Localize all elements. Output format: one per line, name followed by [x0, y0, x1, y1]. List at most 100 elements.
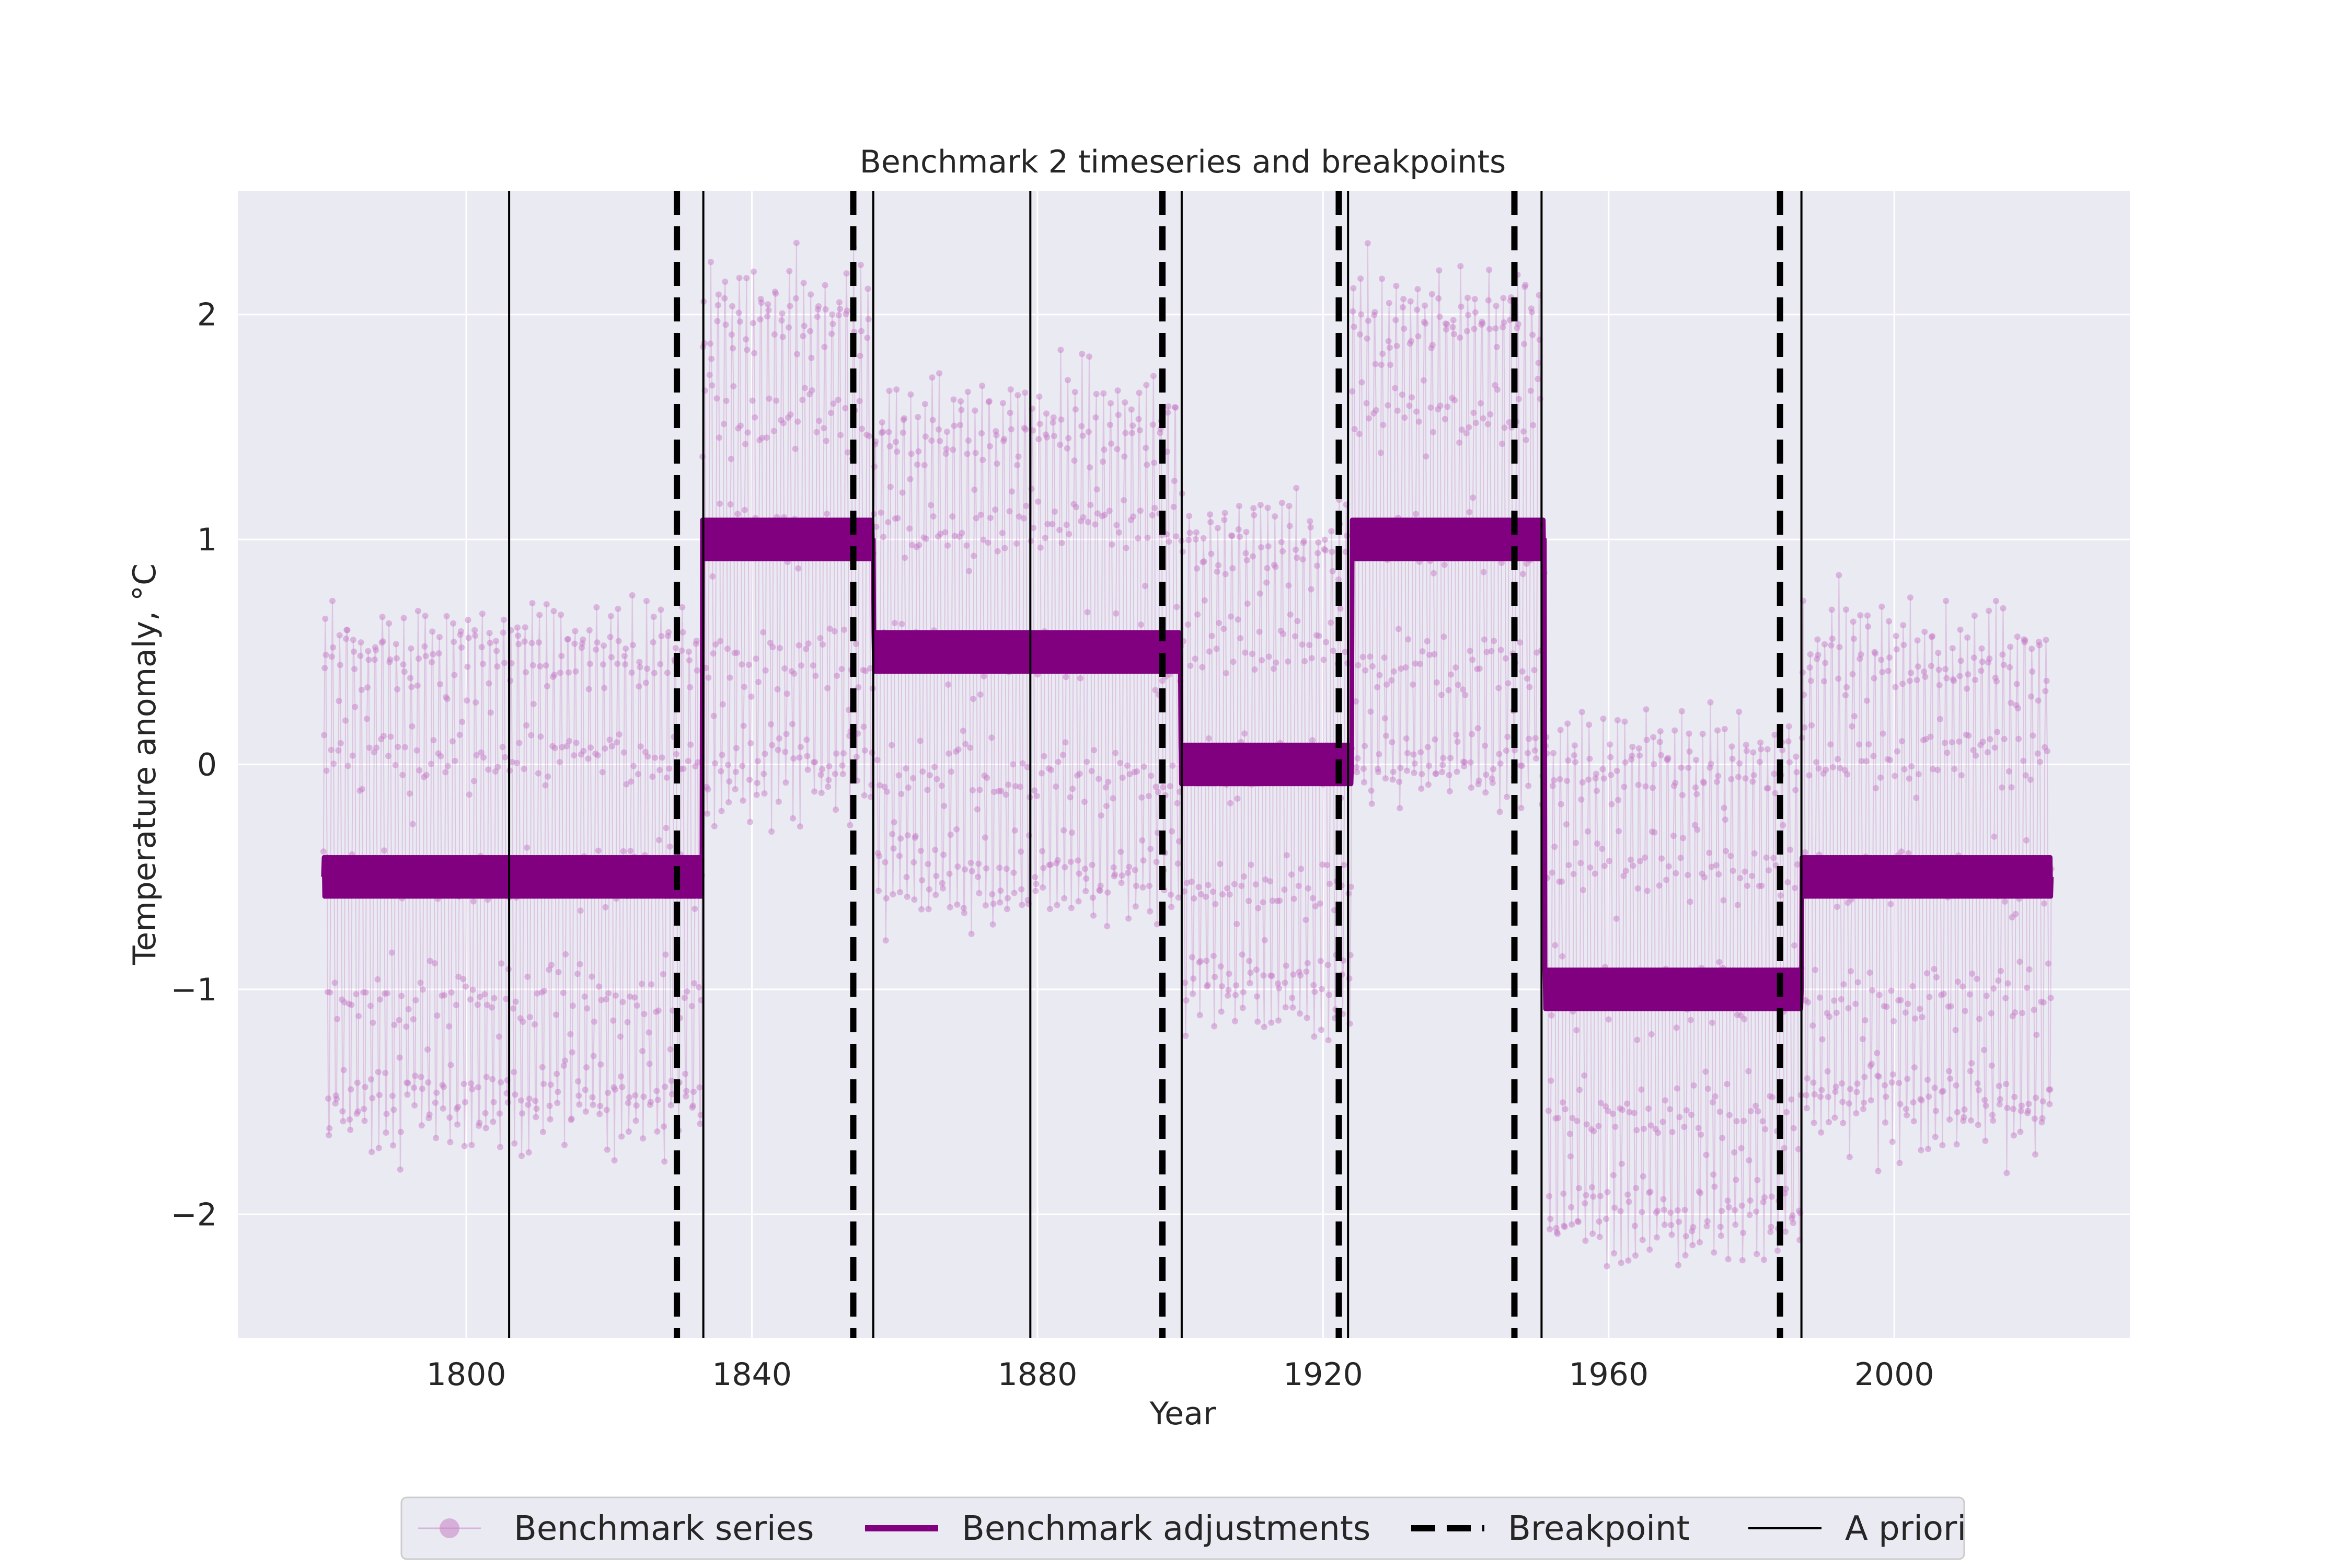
series-point [1440, 633, 1447, 640]
series-point [809, 387, 815, 394]
series-point [1092, 521, 1099, 528]
series-point [1896, 1080, 1903, 1086]
series-point [1526, 735, 1532, 742]
series-point [444, 696, 451, 702]
series-point [1691, 822, 1698, 828]
series-point [1687, 898, 1693, 905]
series-point [484, 1001, 490, 1008]
series-point [799, 397, 806, 403]
series-point [775, 798, 782, 805]
series-point [770, 428, 777, 434]
series-point [479, 610, 486, 617]
series-point [1558, 878, 1565, 885]
series-point [1397, 805, 1403, 812]
series-point [325, 1095, 331, 1102]
series-point [696, 984, 702, 990]
series-point [1998, 967, 2004, 974]
series-point [1005, 781, 1012, 788]
series-point [462, 1099, 468, 1105]
series-point [589, 1094, 596, 1101]
series-point [1743, 742, 1749, 748]
series-point [468, 1142, 475, 1148]
series-point [1269, 973, 1275, 979]
series-point [651, 670, 658, 676]
series-point [804, 766, 811, 773]
series-point [673, 751, 679, 757]
series-point [1101, 446, 1108, 453]
series-point [1899, 681, 1906, 687]
series-point [1590, 1128, 1597, 1135]
series-point [653, 1088, 660, 1094]
series-point [2001, 898, 2008, 905]
series-point [1655, 1129, 1662, 1136]
series-point [1154, 829, 1161, 836]
series-point [1738, 1145, 1745, 1151]
series-point [344, 763, 351, 769]
series-point [1712, 1093, 1719, 1100]
series-point [1019, 902, 1025, 908]
series-point [1688, 1112, 1694, 1118]
series-point [1681, 1206, 1688, 1213]
series-point [744, 347, 751, 353]
series-point [1502, 655, 1509, 662]
series-point [1115, 529, 1122, 536]
series-point [1826, 1013, 1833, 1020]
series-point [1031, 787, 1038, 794]
series-point [1039, 848, 1046, 855]
series-point [919, 768, 926, 775]
series-point [1853, 1089, 1860, 1096]
series-point [711, 823, 718, 829]
series-point [1402, 664, 1409, 671]
series-point [2012, 1009, 2019, 1016]
series-point [473, 752, 480, 758]
series-point [1903, 1106, 1909, 1112]
series-point [1278, 500, 1285, 506]
series-point [765, 301, 771, 308]
series-point [1293, 546, 1299, 553]
series-point [1444, 403, 1451, 410]
series-point [1836, 644, 1843, 651]
series-point [1424, 638, 1431, 644]
series-point [1588, 1184, 1595, 1191]
series-point [659, 754, 665, 761]
series-point [502, 754, 509, 760]
series-point [388, 949, 395, 956]
series-point [355, 1013, 362, 1019]
series-point [496, 1110, 503, 1117]
series-point [1727, 852, 1734, 859]
series-point [1597, 1193, 1604, 1200]
series-point [1165, 409, 1171, 416]
series-point [1160, 784, 1167, 791]
series-point [1004, 906, 1010, 913]
series-point [1978, 667, 1985, 674]
series-point [1935, 650, 1942, 656]
series-point [1569, 1115, 1576, 1122]
series-point [1212, 901, 1219, 907]
series-point [1724, 1081, 1731, 1088]
series-point [1196, 1012, 1203, 1019]
series-point [1861, 1099, 1867, 1106]
series-point [681, 995, 688, 1001]
series-point [1915, 663, 1921, 670]
series-point [1634, 1036, 1641, 1043]
series-point [792, 445, 799, 452]
series-point [779, 333, 786, 340]
series-point [1064, 445, 1070, 452]
series-point [544, 683, 550, 689]
series-point [464, 697, 470, 704]
series-point [1604, 1263, 1610, 1270]
series-point [1733, 1118, 1740, 1125]
series-point [1438, 691, 1445, 698]
series-point [1397, 765, 1404, 771]
series-point [1505, 680, 1512, 687]
series-point [1519, 571, 1526, 578]
series-point [1995, 977, 2002, 984]
series-point [1917, 1006, 1923, 1012]
series-point [1324, 862, 1331, 869]
series-point [1867, 1097, 1874, 1104]
series-point [1990, 985, 1997, 992]
series-point [1897, 1101, 1904, 1108]
series-point [400, 615, 407, 621]
series-point [1611, 1204, 1618, 1211]
series-point [904, 893, 910, 900]
